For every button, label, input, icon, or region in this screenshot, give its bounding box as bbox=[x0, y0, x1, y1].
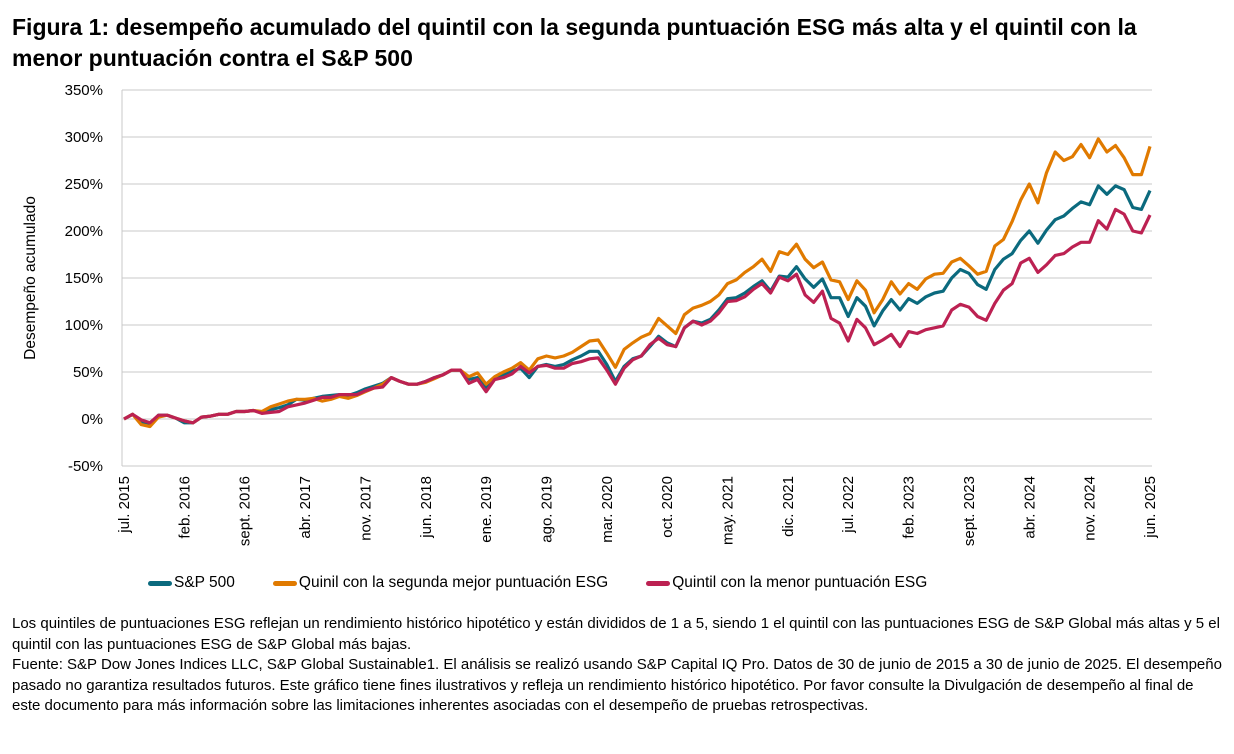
y-tick-label: 350% bbox=[65, 82, 103, 99]
x-tick-label: ago. 2019 bbox=[538, 476, 555, 543]
y-tick-label: 0% bbox=[81, 411, 103, 428]
footnote-quintiles: Los quintiles de puntuaciones ESG reflej… bbox=[12, 615, 1220, 653]
legend: S&P 500 Quinil con la segunda mejor punt… bbox=[148, 574, 927, 592]
x-tick-label: sept. 2016 bbox=[237, 476, 254, 546]
legend-item-lowest-quintile: Quintil con la menor puntuación ESG bbox=[646, 574, 927, 592]
x-tick-label: jul. 2015 bbox=[116, 476, 133, 534]
legend-swatch bbox=[272, 580, 297, 586]
legend-swatch bbox=[148, 580, 172, 586]
y-tick-label: 50% bbox=[73, 364, 103, 381]
x-axis-ticks: jul. 2015 feb. 2016 sept. 2016 abr. 2017 nov… bbox=[116, 476, 1159, 546]
x-tick-label: mar. 2020 bbox=[599, 476, 616, 543]
gridlines bbox=[121, 89, 1152, 467]
series-line-1 bbox=[123, 137, 1152, 429]
x-tick-label: feb. 2023 bbox=[901, 476, 918, 539]
y-tick-label: 300% bbox=[65, 129, 103, 146]
x-tick-label: nov. 2024 bbox=[1082, 476, 1099, 541]
y-axis-label: Desempeño acumulado bbox=[22, 196, 39, 360]
x-tick-label: jun. 2025 bbox=[1142, 476, 1159, 539]
y-tick-label: 250% bbox=[65, 176, 103, 193]
series-line-2 bbox=[123, 207, 1152, 425]
y-tick-label: 150% bbox=[65, 270, 103, 287]
legend-label: Quintil con la menor puntuación ESG bbox=[672, 574, 928, 591]
legend-label: Quinil con la segunda mejor puntuación E… bbox=[298, 574, 609, 591]
x-tick-label: ene. 2019 bbox=[478, 476, 495, 543]
legend-swatch bbox=[646, 580, 671, 586]
x-tick-label: nov. 2017 bbox=[357, 476, 374, 541]
x-tick-label: jun. 2018 bbox=[418, 476, 435, 539]
y-tick-label: 100% bbox=[65, 317, 103, 334]
x-tick-label: oct. 2020 bbox=[659, 476, 676, 538]
x-tick-label: abr. 2024 bbox=[1021, 476, 1038, 539]
legend-label: S&P 500 bbox=[174, 574, 235, 591]
legend-item-sp500: S&P 500 bbox=[148, 574, 235, 592]
x-tick-label: feb. 2016 bbox=[176, 476, 193, 539]
line-chart: 350% 300% 250% 200% 150% 100% 50% 0% -50% jul. 2… bbox=[22, 82, 1159, 546]
chart-title: Figura 1: desempeño acumulado del quinti… bbox=[12, 14, 1137, 71]
y-tick-label: -50% bbox=[68, 458, 103, 475]
legend-item-second-quintile: Quinil con la segunda mejor puntuación E… bbox=[272, 574, 609, 592]
x-tick-label: dic. 2021 bbox=[780, 476, 797, 537]
footnote-source: Fuente: S&P Dow Jones Indices LLC, S&P G… bbox=[12, 656, 1222, 714]
x-tick-label: jul. 2022 bbox=[840, 476, 857, 534]
y-tick-label: 200% bbox=[65, 223, 103, 240]
series-lines bbox=[123, 137, 1152, 429]
x-tick-label: sept. 2023 bbox=[961, 476, 978, 546]
footnotes: Los quintiles de puntuaciones ESG reflej… bbox=[12, 614, 1222, 717]
x-tick-label: may. 2021 bbox=[720, 476, 737, 545]
y-axis-ticks: 350% 300% 250% 200% 150% 100% 50% 0% -50% bbox=[65, 82, 103, 475]
series-line-0 bbox=[123, 184, 1152, 427]
x-tick-label: abr. 2017 bbox=[297, 476, 314, 539]
